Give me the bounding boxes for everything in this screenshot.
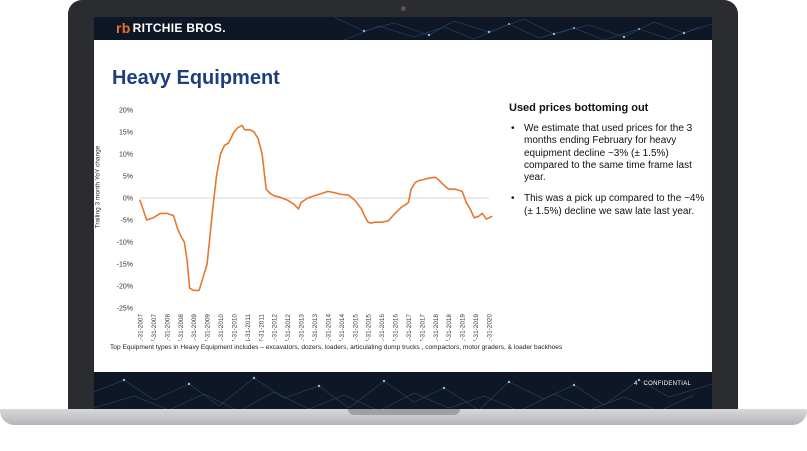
x-tick-label: 1-31-2019 [460, 314, 467, 341]
laptop-base [0, 409, 807, 425]
x-tick-label: 7-31-2007 [151, 314, 158, 341]
y-tick-label: -5% [121, 217, 133, 224]
y-tick-label: 0% [123, 195, 133, 202]
webcam-icon [401, 6, 406, 11]
x-tick-label: 7-31-2018 [446, 314, 453, 341]
x-tick-label: 1-31-2013 [299, 314, 306, 341]
x-tick-label: 7-31-2014 [339, 314, 346, 341]
x-tick-label: 1-31-2007 [138, 314, 145, 341]
bullet-icon: • [511, 193, 515, 205]
page-number: 4 [634, 381, 638, 387]
x-tick-label: 1-31-2012 [272, 314, 279, 341]
x-tick-label: 1-31-2015 [352, 314, 359, 341]
x-tick-label: 7-31-2016 [393, 314, 400, 341]
slide-header-bar: rb RITCHIE BROS. [94, 17, 712, 40]
confidential-label: CONFIDENTIAL [643, 381, 692, 387]
y-tick-label: 10% [119, 151, 133, 158]
x-tick-label: 1-31-2011 [245, 314, 252, 341]
x-tick-label: 1-31-2008 [164, 314, 171, 341]
x-tick-label: 1-31-2009 [191, 314, 198, 341]
x-tick-label: 1-31-2016 [379, 314, 386, 341]
x-tick-label: 7-31-2013 [312, 314, 319, 341]
x-tick-label: 1-31-2018 [433, 314, 440, 341]
x-tick-label: 7-31-2009 [205, 314, 212, 341]
page-title: Heavy Equipment [112, 67, 280, 89]
y-tick-label: 20% [119, 107, 133, 114]
slide-footer-bar [94, 372, 712, 412]
series-line [139, 124, 493, 292]
x-tick-label: 7-31-2011 [258, 314, 265, 341]
y-tick-label: -15% [117, 261, 133, 268]
logo-mark: rb [116, 20, 131, 36]
laptop-notch [348, 409, 460, 415]
x-tick-label: 7-31-2010 [231, 314, 238, 341]
commentary-text-2: This was a pick up compared to the ~4% (… [524, 193, 705, 217]
y-tick-label: 15% [119, 129, 133, 136]
network-pattern-icon [333, 17, 712, 40]
logo-text: RITCHIE BROS. [132, 21, 226, 35]
page-footer-text: 4 CONFIDENTIAL [634, 381, 691, 387]
y-tick-label: -20% [117, 283, 133, 290]
x-tick-label: 7-31-2012 [285, 314, 292, 341]
slide: rb RITCHIE BROS. Heavy Equipment 20% 15% 1… [94, 17, 712, 412]
y-tick-label: -25% [117, 305, 133, 312]
equipment-types-note: Top Equipment types in Heavy Equipment i… [110, 344, 563, 351]
y-axis-title: Trailing 3 month YoY change [94, 145, 102, 229]
x-tick-label: 1-31-2014 [325, 314, 332, 341]
bullet-icon: • [511, 123, 515, 134]
line-chart: 20% 15% 10% 5% 0% -5% -10% -15% -20% -25% 1-31-200… [117, 107, 494, 341]
commentary-bullet-2: • This was a pick up compared to the ~4%… [509, 193, 709, 218]
x-tick-label: 1-31-2010 [218, 314, 225, 341]
commentary-text-1: We estimate that used prices for the 3 m… [524, 123, 693, 184]
network-pattern-icon [94, 376, 712, 412]
x-tick-label: 1-31-2020 [487, 314, 494, 341]
ritchie-bros-logo: rb RITCHIE BROS. [116, 20, 226, 36]
x-tick-label: 1-31-2017 [406, 314, 413, 341]
x-tick-label: 7-31-2015 [366, 314, 373, 341]
commentary-bullet-1: • We estimate that used prices for the 3… [509, 123, 709, 184]
commentary-list: • We estimate that used prices for the 3… [509, 123, 709, 218]
commentary-panel: Used prices bottoming out • We estimate … [509, 102, 709, 227]
y-tick-label: -10% [117, 239, 133, 246]
x-tick-label: 7-31-2008 [178, 314, 185, 341]
x-tick-label: 7-31-2017 [419, 314, 426, 341]
x-tick-label: 7-31-2019 [473, 314, 480, 341]
commentary-heading: Used prices bottoming out [509, 102, 649, 114]
y-tick-label: 5% [123, 173, 133, 180]
